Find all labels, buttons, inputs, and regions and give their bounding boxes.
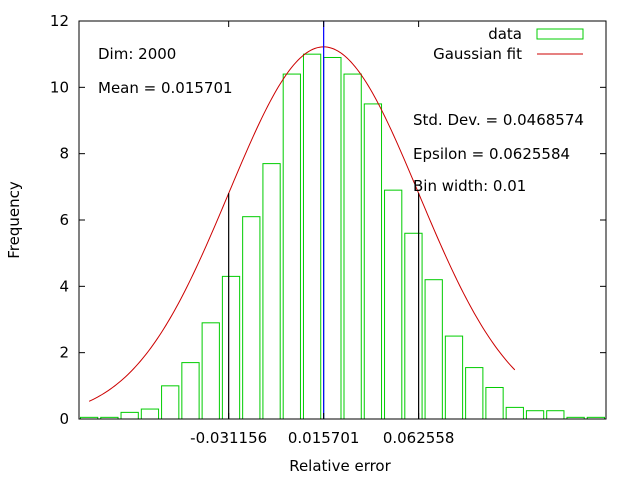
annotation-mean: Mean = 0.015701 (98, 79, 233, 97)
histogram-bar (140, 408, 160, 420)
y-axis-ticks: 0 2 4 6 8 10 12 (50, 12, 606, 428)
histogram-bar (323, 56, 342, 420)
legend-label-data: data (488, 25, 522, 43)
histogram-bar (302, 53, 322, 420)
x-axis-ticks: -0.031156 0.015701 0.062558 (190, 21, 454, 447)
histogram-bar (120, 411, 139, 420)
annotation-std-dev: Std. Dev. = 0.0468574 (413, 111, 584, 129)
histogram-bar (282, 73, 301, 420)
histogram-bar (546, 410, 565, 420)
y-axis-label: Frequency (5, 181, 23, 259)
legend: data Gaussian fit (433, 25, 584, 63)
annotation-bin-width: Bin width: 0.01 (413, 177, 526, 195)
x-axis-label: Relative error (289, 457, 391, 475)
legend-swatch-data (536, 28, 584, 40)
gaussian-fit-line (88, 46, 516, 402)
histogram-bar (485, 386, 504, 420)
y-tick-label: 4 (59, 277, 69, 295)
x-tick-label: 0.062558 (383, 429, 455, 447)
y-tick-label: 10 (50, 78, 69, 96)
y-tick-label: 2 (59, 344, 69, 362)
histogram-bar (181, 362, 200, 420)
legend-label-gaussian-fit: Gaussian fit (433, 45, 522, 63)
gaussian-fit-layer (88, 46, 516, 402)
y-tick-label: 0 (59, 410, 69, 428)
histogram-bar (161, 385, 180, 420)
y-tick-label: 6 (59, 211, 69, 229)
histogram-bar (221, 275, 241, 420)
histogram-bar (262, 163, 281, 420)
histogram-bar (384, 189, 403, 420)
y-tick-label: 12 (50, 12, 69, 30)
histogram-bar (343, 73, 362, 420)
histogram-bar (444, 335, 464, 420)
histogram-bar (424, 279, 443, 420)
y-tick-label: 8 (59, 145, 69, 163)
reference-lines (228, 21, 420, 419)
histogram-bar (505, 406, 524, 420)
histogram-bar (242, 216, 261, 420)
histogram-bar (525, 410, 545, 420)
x-tick-label: 0.015701 (288, 429, 360, 447)
histogram-bar (363, 103, 383, 420)
x-tick-label: -0.031156 (190, 429, 267, 447)
histogram-bar (201, 322, 220, 420)
histogram-bar (404, 232, 423, 420)
histogram-bars (80, 53, 606, 420)
annotation-epsilon: Epsilon = 0.0625584 (413, 145, 570, 163)
histogram-bar (465, 367, 484, 420)
annotation-dim: Dim: 2000 (98, 45, 176, 63)
